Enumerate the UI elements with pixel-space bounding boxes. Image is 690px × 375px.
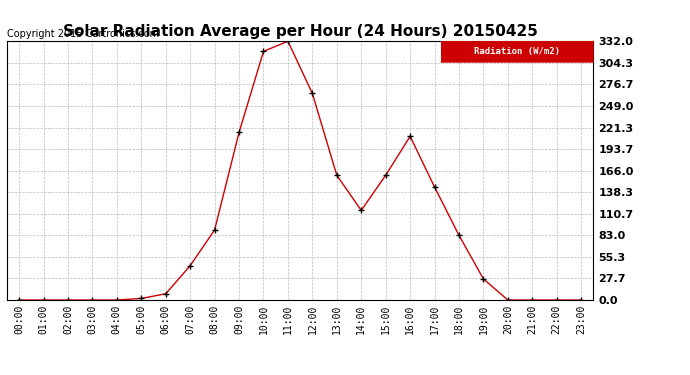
Title: Solar Radiation Average per Hour (24 Hours) 20150425: Solar Radiation Average per Hour (24 Hou…: [63, 24, 538, 39]
Text: Copyright 2015 Cartronics.com: Copyright 2015 Cartronics.com: [7, 28, 159, 39]
